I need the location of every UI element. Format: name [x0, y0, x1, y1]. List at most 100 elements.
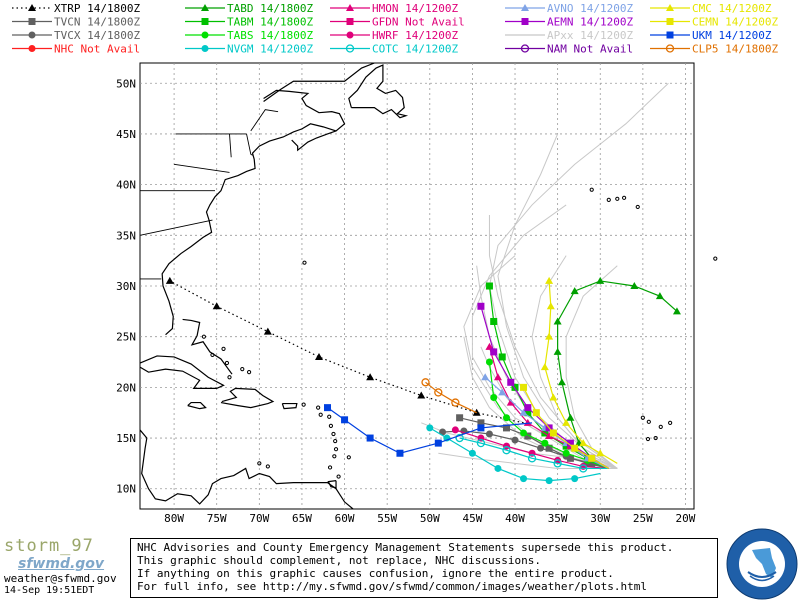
lat-tick-label: 25N — [116, 331, 136, 344]
legend-entry-nhc: NHC Not Avail — [12, 43, 140, 56]
track-marker — [477, 424, 485, 432]
legend-entry-cmc: CMC 14/1200Z — [650, 2, 772, 15]
island — [622, 195, 627, 200]
island — [658, 424, 663, 429]
legend-entry-tabm: TABM 14/1800Z — [185, 16, 313, 29]
track-marker — [562, 418, 571, 426]
track-marker — [630, 282, 639, 289]
track-marker — [549, 393, 558, 401]
island — [331, 431, 336, 437]
track-marker — [502, 424, 510, 432]
track-marker — [579, 464, 588, 473]
state-border — [250, 109, 279, 132]
lat-tick-label: 15N — [116, 432, 136, 445]
track-marker — [549, 429, 557, 437]
track-marker — [456, 414, 464, 422]
coastline — [348, 64, 409, 119]
island — [333, 447, 339, 452]
legend-label: NHC Not Avail — [54, 43, 140, 56]
track-cmc — [540, 276, 618, 464]
track-marker — [324, 404, 332, 412]
legend-label: AEMN 14/1200Z — [547, 16, 633, 29]
legend-entry-tabs: TABS 14/1800Z — [185, 29, 313, 42]
track-marker — [481, 373, 490, 381]
island — [224, 360, 230, 366]
lon-tick-label: 75W — [207, 512, 227, 525]
legend-marker-icon — [28, 31, 36, 39]
ensemble-track — [497, 133, 618, 469]
legend-label: APxx 14/1200Z — [547, 29, 633, 42]
legend-label: TABD 14/1800Z — [227, 2, 313, 15]
track-marker — [546, 302, 555, 310]
track-marker — [588, 454, 596, 462]
track-marker — [545, 477, 553, 485]
coastline — [161, 89, 346, 336]
island — [246, 370, 252, 375]
island — [302, 260, 307, 265]
track-marker — [524, 404, 532, 412]
lat-tick-label: 20N — [116, 381, 136, 394]
track-marker — [498, 353, 506, 361]
legend-marker-icon — [201, 31, 209, 39]
island — [240, 367, 245, 372]
lon-tick-label: 25W — [633, 512, 653, 525]
track-marker — [527, 454, 537, 463]
district-seal-icon — [726, 528, 798, 600]
island — [332, 454, 337, 459]
track-marker — [540, 363, 549, 371]
track-marker — [520, 383, 528, 391]
track-marker — [566, 439, 574, 447]
state-border — [229, 133, 232, 158]
contact-email: weather@sfwmd.gov — [4, 572, 117, 585]
island — [653, 435, 658, 441]
coastline — [187, 401, 207, 410]
legend-entry-apxx: APxx 14/1200Z — [505, 29, 633, 42]
island — [713, 256, 718, 261]
island — [210, 352, 215, 358]
track-marker — [314, 352, 323, 360]
island — [646, 419, 651, 424]
track-marker — [520, 429, 528, 437]
lat-tick-label: 50N — [116, 77, 136, 90]
legend-entry-hmon: HMON 14/1200Z — [330, 2, 458, 15]
track-marker — [485, 282, 493, 290]
island — [336, 474, 341, 479]
legend-label: XTRP 14/1800Z — [54, 2, 140, 15]
track-marker — [579, 439, 588, 447]
island — [333, 438, 338, 444]
lon-tick-label: 80W — [164, 512, 184, 525]
track-marker — [494, 464, 502, 472]
legend-entry-tvcn: TVCN 14/1800Z — [12, 16, 140, 29]
track-cotc — [455, 433, 609, 473]
legend-entry-nam: NAM Not Avail — [505, 43, 633, 56]
track-marker — [511, 383, 519, 391]
legend-label: HMON 14/1200Z — [372, 2, 458, 15]
lon-tick-label: 20W — [676, 512, 696, 525]
disclaimer-line: For full info, see http://my.sfwmd.gov/s… — [137, 580, 647, 593]
track-marker — [498, 388, 507, 396]
storm-id: storm_97 — [4, 536, 94, 556]
track-marker — [541, 439, 549, 447]
track-marker — [553, 459, 562, 468]
track-marker — [553, 347, 562, 355]
legend-label: UKM 14/1200Z — [692, 29, 772, 42]
track-marker — [545, 444, 553, 452]
legend-entry-tabd: TABD 14/1800Z — [185, 2, 313, 15]
track-marker — [502, 414, 510, 422]
lon-tick-label: 45W — [462, 512, 482, 525]
track-marker — [417, 391, 426, 399]
island — [640, 415, 645, 420]
legend-entry-avno: AVNO 14/1200Z — [505, 2, 633, 15]
lon-tick-label: 40W — [505, 512, 525, 525]
track-marker — [566, 413, 575, 421]
track-line — [459, 437, 609, 470]
island — [265, 464, 270, 469]
coastline — [139, 355, 225, 389]
coastline — [263, 62, 375, 103]
track-marker — [532, 409, 540, 417]
legend-label: CLP5 14/1800Z — [692, 43, 778, 56]
legend-label: HWRF 14/1200Z — [372, 29, 458, 42]
track-tabs — [485, 358, 609, 470]
disclaimer-line: NHC Advisories and County Emergency Mana… — [137, 541, 674, 554]
lon-tick-label: 70W — [249, 512, 269, 525]
